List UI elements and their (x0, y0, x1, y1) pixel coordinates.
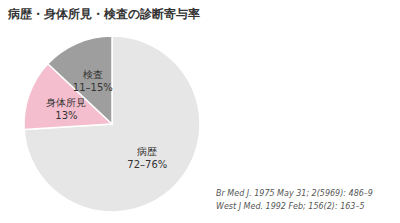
title: 病歴・身体所見・検査の診断寄与率 (7, 7, 200, 21)
annotation: West J Med. 1992 Feb; 156(2): 163–5 (216, 202, 365, 211)
slice-category: 検査 (83, 69, 103, 80)
annotations: Br Med J. 1975 May 31; 2(5969): 486–9 Wes… (216, 189, 373, 211)
data-label: 13% (55, 110, 77, 121)
slice-category: 身体所見 (46, 97, 86, 108)
pie (24, 36, 200, 212)
chart: 病歴・身体所見・検査の診断寄与率病歴 72–76% 身体所見 13% 検査 11–15% B… (0, 0, 400, 223)
slice (24, 36, 200, 212)
slice (48, 36, 112, 124)
slice-category: 病歴 (137, 146, 157, 157)
data-label: 11–15% (73, 82, 113, 93)
annotation: Br Med J. 1975 May 31; 2(5969): 486–9 (216, 189, 373, 198)
slice-labels: 病歴 72–76% 身体所見 13% 検査 11–15% (46, 69, 167, 171)
data-label: 72–76% (127, 159, 167, 170)
